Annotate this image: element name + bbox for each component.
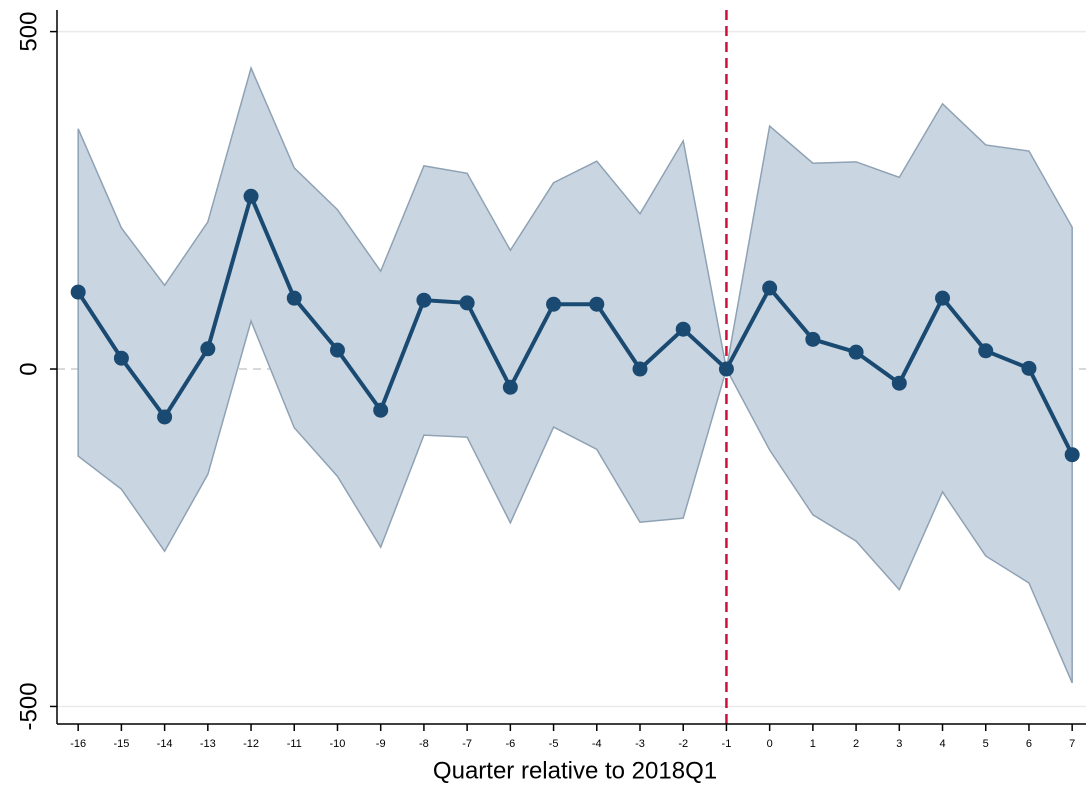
x-tick-label: -5 [549, 738, 559, 750]
x-tick-label: -9 [376, 738, 386, 750]
point [200, 341, 216, 357]
y-tick-label: -500 [15, 682, 42, 730]
point [762, 280, 778, 296]
x-tick-label: 1 [810, 738, 816, 750]
point [243, 188, 259, 204]
point [113, 350, 129, 366]
x-tick-label: -13 [200, 738, 216, 750]
estimate-line [76, 190, 1074, 456]
x-tick-label: 0 [767, 738, 773, 750]
point [675, 321, 691, 337]
x-tick-label: -10 [330, 738, 346, 750]
point [329, 342, 345, 358]
point [459, 295, 475, 311]
x-tick-label: -2 [678, 738, 688, 750]
point [1021, 360, 1037, 376]
x-tick-label: 6 [1026, 738, 1032, 750]
point [373, 402, 389, 418]
x-tick-label: 7 [1069, 738, 1075, 750]
x-tick-label: 5 [983, 738, 989, 750]
y-tick-label: 500 [15, 12, 42, 52]
x-tick-label: -15 [113, 738, 129, 750]
point [978, 343, 994, 359]
point [157, 409, 173, 425]
point [891, 375, 907, 391]
point [805, 331, 821, 347]
x-tick-label: -7 [462, 738, 472, 750]
x-tick-label: -11 [287, 738, 302, 750]
x-tick-label: -12 [243, 738, 259, 750]
point [546, 296, 562, 312]
x-tick-label: -1 [722, 738, 732, 750]
y-tick-label: 0 [15, 362, 42, 375]
x-tick-label: -6 [505, 738, 515, 750]
point [632, 361, 648, 377]
point [935, 290, 951, 306]
x-tick-label: -14 [157, 738, 173, 750]
point [848, 344, 864, 360]
x-tick-label: 4 [939, 738, 945, 750]
point [718, 361, 734, 377]
point [286, 290, 302, 306]
x-tick-label: -16 [70, 738, 86, 750]
x-tick-label: -8 [419, 738, 429, 750]
x-axis-title: Quarter relative to 2018Q1 [433, 757, 717, 784]
confidence-band [77, 65, 1073, 684]
x-tick-label: -3 [635, 738, 645, 750]
x-tick-label: 2 [853, 738, 859, 750]
point [502, 379, 518, 395]
x-tick-label: -4 [592, 738, 602, 750]
point [1064, 447, 1080, 463]
point [589, 296, 605, 312]
x-tick-label: 3 [896, 738, 902, 750]
point [416, 292, 432, 308]
point [70, 284, 86, 300]
